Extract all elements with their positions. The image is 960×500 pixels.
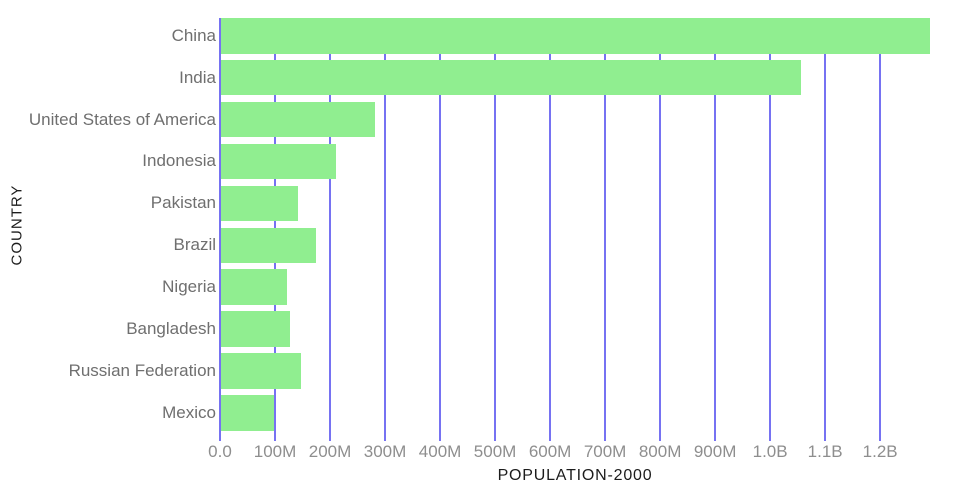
x-tick-label: 700M	[583, 442, 627, 461]
category-label: Pakistan	[150, 193, 216, 213]
category-label: China	[171, 25, 216, 45]
x-tick-label: 500M	[473, 442, 517, 461]
gridline-0.0	[219, 18, 221, 441]
gridline-600M	[549, 18, 552, 441]
x-tick-label: 600M	[528, 442, 572, 461]
population-bar	[221, 143, 337, 180]
category-label: Russian Federation	[68, 360, 216, 380]
x-tick-label: 200M	[308, 442, 352, 461]
gridline-1.2B	[879, 18, 882, 441]
population-bar	[221, 311, 291, 347]
x-tick-label: 400M	[418, 442, 462, 461]
plot-area	[219, 18, 930, 441]
category-label: India	[179, 67, 216, 87]
gridline-500M	[494, 18, 497, 441]
gridline-1.0B	[769, 18, 772, 441]
population-bar	[221, 185, 299, 222]
x-tick-label: 1.2B	[862, 442, 898, 461]
gridline-300M	[384, 18, 387, 441]
x-tick-label: 0.0	[208, 442, 232, 461]
gridline-1.1B	[824, 18, 827, 441]
population-bar	[221, 101, 375, 138]
gridline-900M	[714, 18, 717, 441]
population-bar	[221, 395, 275, 431]
category-label: Brazil	[173, 235, 216, 255]
category-label: Nigeria	[162, 277, 216, 297]
gridline-800M	[659, 18, 662, 441]
x-tick-label: 300M	[363, 442, 407, 461]
population-bar	[221, 269, 288, 305]
population-bar	[221, 59, 802, 96]
category-label: Bangladesh	[126, 319, 216, 339]
population-bar	[221, 353, 301, 389]
category-label: Indonesia	[142, 151, 216, 171]
category-label: Mexico	[162, 402, 216, 422]
gridline-400M	[439, 18, 442, 441]
gridline-700M	[604, 18, 607, 441]
population-bar	[221, 227, 317, 263]
x-tick-label: 800M	[638, 442, 682, 461]
population-bar	[221, 18, 930, 54]
x-tick-label: 1.1B	[807, 442, 843, 461]
gridline-200M	[329, 18, 332, 441]
x-tick-label: 1.0B	[752, 442, 788, 461]
x-tick-label: 100M	[253, 442, 297, 461]
x-tick-label: 900M	[693, 442, 737, 461]
x-axis-title: POPULATION-2000	[497, 467, 653, 484]
category-label: United States of America	[28, 109, 216, 129]
